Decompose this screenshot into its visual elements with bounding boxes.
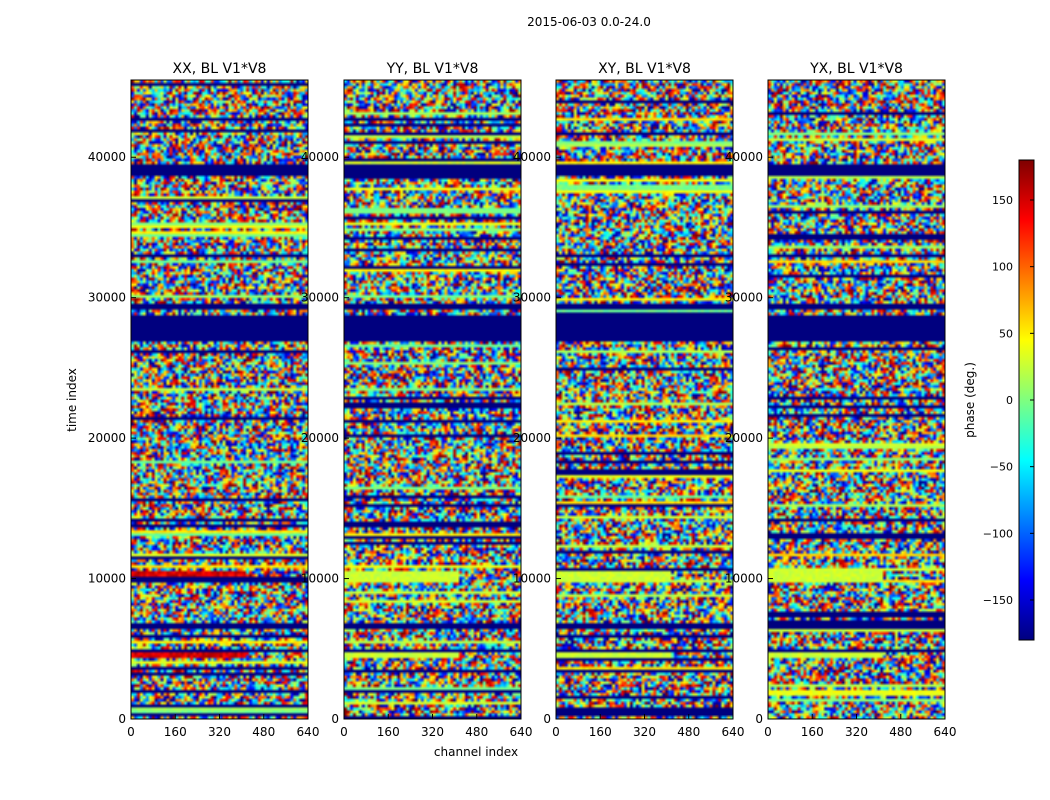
phase-heatmap-image bbox=[131, 80, 308, 719]
colorbar-tick-label: 150 bbox=[992, 194, 1013, 207]
panel-title: XX, BL V1*V8 bbox=[173, 61, 267, 77]
colorbar-label: phase (deg.) bbox=[963, 362, 977, 438]
y-tick-label: 0 bbox=[543, 712, 551, 726]
x-tick-label: 160 bbox=[589, 725, 612, 739]
x-tick-label: 320 bbox=[633, 725, 656, 739]
panel-4: YX, BL V1*V8 0 160 320 480 640 0 10000 20000 3000… bbox=[725, 61, 957, 739]
heatmap-panels: XX, BL V1*V8 0 160 320 480 640 0 10000 20000 3000… bbox=[88, 61, 957, 739]
panel-1: XX, BL V1*V8 0 160 320 480 640 0 10000 20000 3000… bbox=[88, 61, 320, 739]
y-tick-label: 20000 bbox=[301, 431, 339, 445]
x-tick-label: 0 bbox=[127, 725, 135, 739]
y-tick-label: 30000 bbox=[513, 291, 551, 305]
colorbar-tick-label: −50 bbox=[990, 461, 1013, 474]
y-tick-label: 20000 bbox=[88, 431, 126, 445]
y-tick-label: 10000 bbox=[88, 572, 126, 586]
phase-heatmap-image bbox=[556, 80, 733, 719]
x-tick-label: 160 bbox=[164, 725, 187, 739]
y-tick-label: 20000 bbox=[513, 431, 551, 445]
x-tick-label: 160 bbox=[801, 725, 824, 739]
y-tick-label: 40000 bbox=[725, 150, 763, 164]
x-tick-label: 0 bbox=[764, 725, 772, 739]
y-tick-label: 20000 bbox=[725, 431, 763, 445]
y-tick-label: 0 bbox=[118, 712, 126, 726]
y-tick-label: 30000 bbox=[301, 291, 339, 305]
x-tick-label: 0 bbox=[340, 725, 348, 739]
x-tick-label: 320 bbox=[845, 725, 868, 739]
y-tick-label: 10000 bbox=[725, 572, 763, 586]
colorbar: 150 100 50 0 −50 −100 −150 phase (deg.) bbox=[963, 159, 1035, 641]
panel-title: YX, BL V1*V8 bbox=[809, 61, 903, 77]
x-tick-label: 480 bbox=[677, 725, 700, 739]
panel-title: YY, BL V1*V8 bbox=[386, 61, 479, 77]
panel-title: XY, BL V1*V8 bbox=[598, 61, 691, 77]
colorbar-tick-label: 50 bbox=[999, 327, 1013, 340]
y-tick-label: 10000 bbox=[301, 572, 339, 586]
y-tick-label: 10000 bbox=[513, 572, 551, 586]
x-tick-label: 480 bbox=[889, 725, 912, 739]
x-tick-label: 320 bbox=[208, 725, 231, 739]
x-tick-label: 640 bbox=[934, 725, 957, 739]
colorbar-tick-label: −150 bbox=[983, 594, 1013, 607]
x-tick-label: 640 bbox=[722, 725, 745, 739]
x-tick-label: 480 bbox=[252, 725, 275, 739]
x-axis-label: channel index bbox=[434, 745, 518, 759]
panel-2: YY, BL V1*V8 0 160 320 480 640 0 10000 20000 3000… bbox=[301, 61, 533, 739]
x-tick-label: 160 bbox=[377, 725, 400, 739]
colorbar-tick-label: 0 bbox=[1006, 394, 1013, 407]
x-tick-label: 480 bbox=[465, 725, 488, 739]
x-tick-label: 320 bbox=[421, 725, 444, 739]
figure-title: 2015-06-03 0.0-24.0 bbox=[527, 15, 651, 29]
phase-heatmap-image bbox=[768, 80, 945, 719]
x-tick-label: 0 bbox=[552, 725, 560, 739]
x-tick-label: 640 bbox=[297, 725, 320, 739]
x-tick-label: 640 bbox=[510, 725, 533, 739]
y-axis-label: time index bbox=[65, 368, 79, 432]
panel-3: XY, BL V1*V8 0 160 320 480 640 0 10000 20000 3000… bbox=[513, 61, 745, 739]
phase-heatmap-image bbox=[344, 80, 521, 719]
y-tick-label: 30000 bbox=[725, 291, 763, 305]
y-tick-label: 0 bbox=[755, 712, 763, 726]
y-tick-label: 30000 bbox=[88, 291, 126, 305]
y-tick-label: 40000 bbox=[301, 150, 339, 164]
colorbar-tick-label: 100 bbox=[992, 261, 1013, 274]
y-tick-label: 40000 bbox=[513, 150, 551, 164]
colorbar-tick-label: −100 bbox=[983, 527, 1013, 540]
y-tick-label: 40000 bbox=[88, 150, 126, 164]
y-tick-label: 0 bbox=[331, 712, 339, 726]
